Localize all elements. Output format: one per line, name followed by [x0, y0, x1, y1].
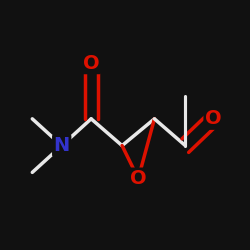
- Text: N: N: [54, 136, 70, 155]
- Text: O: O: [130, 169, 146, 188]
- Text: O: O: [205, 109, 222, 128]
- Text: O: O: [83, 54, 100, 73]
